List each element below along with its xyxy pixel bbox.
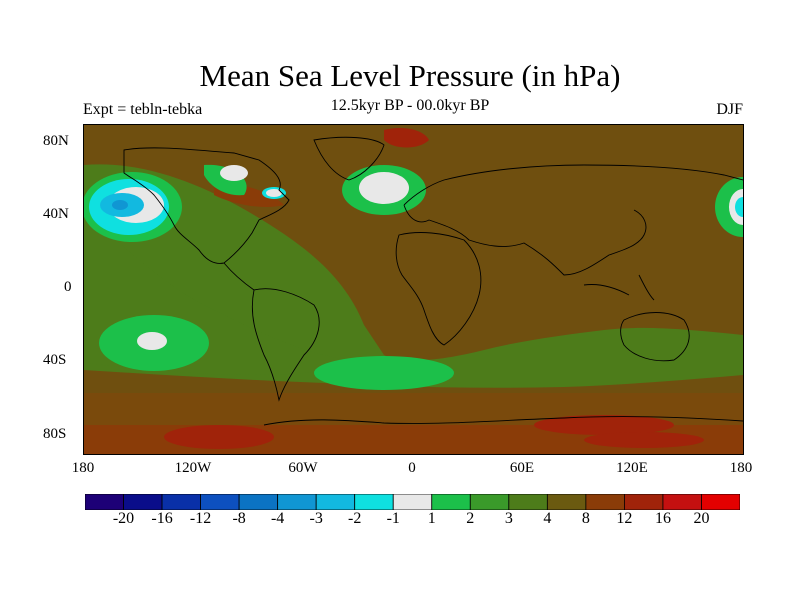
colorbar-level-label: -20	[112, 510, 135, 527]
colorbar-level-label: 8	[581, 510, 590, 527]
colorbar-swatch-8	[392, 494, 433, 510]
xtick-120w: 120W	[174, 460, 212, 476]
pressure-field	[84, 125, 743, 454]
xtick-180e: 180	[729, 460, 753, 476]
ytick-80n: 80N	[43, 133, 69, 149]
colorbar-level-label: -2	[348, 510, 362, 527]
xtick-180w: 180	[71, 460, 95, 476]
colorbar-swatch-1	[123, 494, 163, 510]
amundsen-red	[164, 425, 274, 449]
colorbar-level-label: 12	[616, 510, 633, 527]
xtick-0: 0	[408, 460, 416, 476]
colorbar-swatch-14	[624, 494, 664, 510]
colorbar-swatch-3	[200, 494, 240, 510]
coastlines	[123, 136, 743, 426]
experiment-label: Expt = tebln-tebka	[83, 101, 203, 118]
colorbar-swatch-6	[315, 494, 356, 510]
season-label: DJF	[716, 101, 743, 118]
period-label: 12.5kyr BP - 00.0kyr BP	[330, 97, 490, 114]
satl-green	[314, 356, 454, 390]
xtick-60w: 60W	[288, 460, 318, 476]
australia-outline	[620, 312, 690, 362]
antarctica-outline	[263, 416, 743, 426]
xtick-60e: 60E	[509, 460, 535, 476]
colorbar-level-label: 1	[427, 510, 436, 527]
colorbar-level-label: -3	[309, 510, 323, 527]
greenland-high	[384, 128, 429, 148]
epac-core	[735, 197, 743, 217]
colorbar-swatch-9	[431, 494, 471, 510]
colorbar	[85, 494, 740, 510]
colorbar-swatch-16	[701, 494, 740, 510]
ytick-0: 0	[64, 279, 72, 295]
colorbar-swatch-2	[161, 494, 201, 510]
colorbar-level-label: 4	[543, 510, 552, 527]
map-title: Mean Sea Level Pressure (in hPa)	[199, 58, 621, 93]
colorbar-level-label: -12	[189, 510, 212, 527]
labrador-white	[266, 189, 282, 197]
npac-low-center	[112, 200, 128, 210]
colorbar-level-label: 20	[693, 510, 710, 527]
colorbar-swatch-7	[354, 494, 394, 510]
colorbar-swatch-15	[662, 494, 702, 510]
greenland-outline	[313, 136, 385, 181]
colorbar-swatch-11	[508, 494, 548, 510]
ross-red	[584, 432, 704, 448]
colorbar-swatch-5	[277, 494, 317, 510]
colorbar-level-label: 2	[466, 510, 475, 527]
indonesia-outline	[583, 274, 655, 301]
spac-low-white	[137, 332, 167, 350]
colorbar-swatch-0	[85, 494, 124, 510]
ytick-40s: 40S	[43, 352, 67, 368]
natl-low-white	[359, 172, 409, 204]
south-america-outline	[251, 288, 320, 402]
africa-outline	[395, 232, 482, 346]
ytick-80s: 80S	[43, 426, 67, 442]
colorbar-swatch-13	[585, 494, 625, 510]
colorbar-swatch-4	[238, 494, 279, 510]
colorbar-swatch-12	[546, 494, 587, 510]
colorbar-level-label: 3	[504, 510, 513, 527]
colorbar-level-label: -8	[232, 510, 246, 527]
north-america-outline	[123, 147, 290, 264]
eurasia-outline	[403, 164, 743, 276]
xtick-120e: 120E	[616, 460, 648, 476]
colorbar-swatch-10	[469, 494, 510, 510]
colorbar-level-label: -4	[270, 510, 285, 527]
colorbar-level-label: -16	[151, 510, 173, 527]
central-america-outline	[223, 262, 255, 291]
colorbar-level-label: -1	[386, 510, 400, 527]
ytick-40n: 40N	[43, 206, 69, 222]
hudson-white	[220, 165, 248, 181]
colorbar-level-label: 16	[654, 510, 671, 527]
east-ant-red	[534, 415, 674, 435]
map-plot	[83, 124, 744, 455]
